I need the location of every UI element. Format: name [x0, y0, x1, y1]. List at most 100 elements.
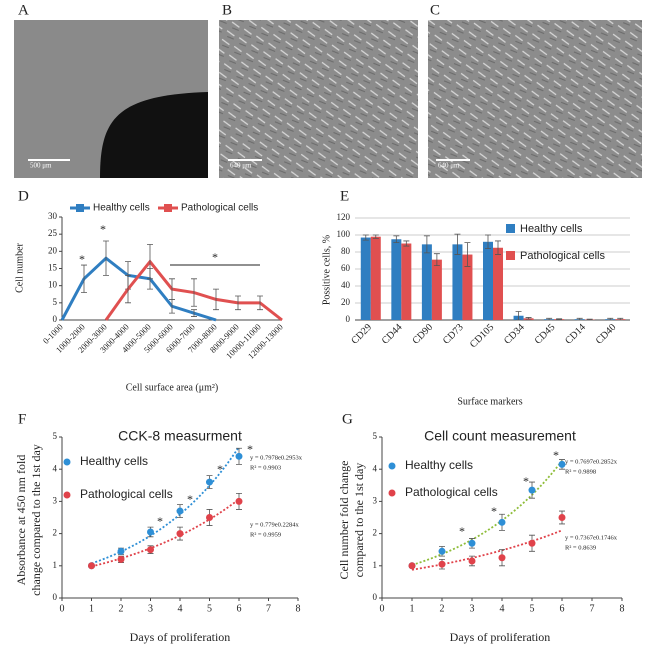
x-tick-label: CD40: [594, 322, 619, 347]
legend-label: Healthy cells: [93, 203, 150, 214]
trendline: [411, 529, 563, 571]
micrograph: [428, 20, 642, 178]
annotation: *: [459, 524, 465, 538]
y-tick-label: 3: [53, 495, 58, 505]
x-tick-label: CD44: [380, 322, 405, 347]
y-tick-label: 2: [53, 528, 58, 538]
y-axis-label: change compared to the 1st day: [29, 444, 43, 596]
data-point: [147, 528, 154, 536]
legend-label: Pathological cells: [520, 250, 605, 262]
error-bar: [125, 274, 131, 304]
error-bar: [454, 233, 461, 255]
y-tick-label: 60: [341, 263, 351, 273]
x-tick-label: CD34: [502, 322, 527, 347]
error-bar: [485, 234, 491, 249]
trend-equation: y = 0.7697e0.2852x: [565, 458, 618, 465]
x-axis-label: Cell surface area (μm²): [126, 382, 218, 393]
y-tick-label: 1: [53, 560, 58, 570]
data-point: [438, 547, 446, 555]
error-bar: [147, 244, 153, 280]
data-point: [468, 539, 476, 547]
data-point: [206, 514, 213, 521]
x-tick-label: 5: [530, 603, 535, 614]
x-tick-label: 2: [440, 603, 445, 614]
legend-label: Healthy cells: [405, 458, 473, 472]
error-bar: [525, 317, 532, 320]
legend-swatch: [506, 251, 515, 260]
x-tick-label: 7: [590, 603, 595, 614]
panel-label: F: [18, 411, 26, 427]
bar: [401, 243, 412, 320]
y-tick-label: 20: [48, 245, 58, 255]
error-bar: [617, 317, 624, 321]
error-bar: [81, 264, 87, 293]
annotation: *: [217, 462, 223, 476]
annotation: *: [79, 252, 85, 266]
legend-swatch: [63, 491, 71, 499]
panel-label: C: [430, 2, 440, 18]
y-axis-label: compared to the 1st day: [352, 463, 366, 578]
data-line: [60, 256, 217, 322]
y-axis-label: Cell number: [14, 242, 25, 292]
trend-r2: R² = 0.8639: [565, 544, 596, 551]
y-tick-label: 30: [48, 211, 58, 221]
x-tick-label: 0: [380, 603, 385, 614]
trendline: [91, 498, 240, 568]
error-bar: [169, 278, 175, 300]
data-point: [528, 539, 536, 547]
data-point: [176, 530, 184, 538]
annotation: *: [491, 504, 497, 518]
x-tick-label: 1: [89, 603, 94, 614]
scale-label: 640 μm: [438, 162, 460, 170]
bar: [493, 247, 503, 320]
x-tick-label: 4: [500, 603, 505, 614]
x-tick-label: 1: [410, 603, 415, 614]
x-tick-label: CD73: [441, 322, 466, 347]
bar: [462, 254, 473, 320]
error-bar: [235, 295, 241, 311]
y-tick-label: 0: [373, 592, 378, 602]
data-point: [558, 460, 566, 468]
y-axis-label: Absorbance at 450 nm fold: [14, 455, 28, 586]
bar: [421, 244, 432, 320]
x-tick-label: 6: [560, 603, 565, 614]
data-point: [88, 562, 95, 570]
x-tick-label: CD90: [410, 322, 435, 347]
data-point: [498, 518, 506, 526]
legend-swatch: [506, 224, 515, 233]
data-point: [408, 562, 416, 570]
annotation: *: [523, 474, 529, 488]
panel-label: A: [18, 2, 29, 18]
annotation: *: [212, 250, 218, 264]
x-tick-label: CD29: [349, 322, 374, 347]
y-tick-label: 0: [53, 592, 58, 602]
data-point: [117, 555, 125, 563]
bar: [370, 236, 381, 320]
y-tick-label: 4: [373, 463, 378, 473]
error-bar: [423, 235, 430, 254]
bar: [483, 241, 493, 320]
legend-swatch: [76, 204, 84, 212]
annotation: *: [100, 222, 106, 236]
y-axis-label: Possitive cells, %: [321, 235, 332, 305]
x-axis-label: Surface markers: [457, 396, 522, 407]
error-bar: [556, 318, 563, 320]
chart-title: Cell count measurement: [424, 428, 576, 444]
data-point: [498, 554, 506, 562]
annotation: *: [247, 442, 253, 456]
y-tick-label: 2: [373, 528, 378, 538]
y-tick-label: 3: [373, 495, 378, 505]
panel-label: G: [342, 411, 353, 427]
legend-swatch: [164, 204, 172, 212]
scale-label: 640 μm: [230, 162, 252, 170]
error-bar: [546, 317, 553, 321]
error-bar: [515, 311, 522, 321]
x-tick-label: 2: [119, 603, 124, 614]
y-tick-label: 5: [53, 431, 58, 441]
x-tick-label: 8: [296, 603, 301, 614]
x-tick-label: 3: [148, 603, 153, 614]
y-tick-label: 0: [53, 314, 58, 324]
annotation: *: [553, 448, 559, 462]
legend-label: Healthy cells: [80, 454, 148, 468]
